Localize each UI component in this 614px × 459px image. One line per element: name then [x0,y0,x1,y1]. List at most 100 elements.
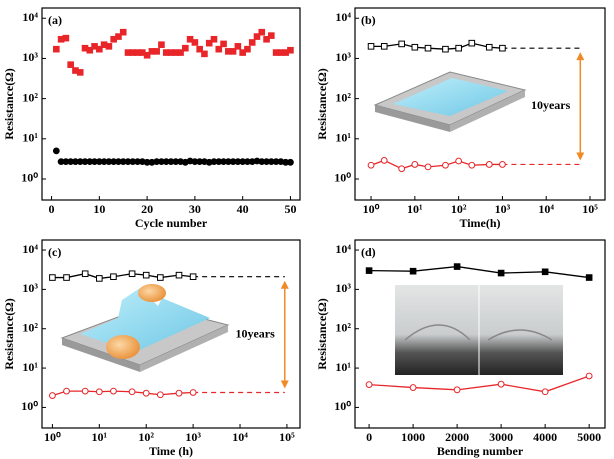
x-tick-label: 50 [284,202,296,216]
square-marker [497,269,505,277]
series-line [52,273,194,280]
circle-marker [411,161,419,168]
x-tick-label: 10¹ [407,202,423,216]
square-marker [485,43,493,51]
square-marker [585,274,593,281]
arrow-head [576,52,585,61]
square-marker [115,33,122,40]
circle-marker [95,388,103,396]
y-tick-label: 10¹ [22,360,38,374]
arrow-head [280,380,289,389]
circle-marker [128,388,136,396]
y-tick-label: 10⁴ [335,242,351,256]
circle-marker [497,380,505,388]
y-axis-title: Resistance(Ω) [315,68,329,140]
circle-marker [63,387,70,395]
circle-marker [585,372,593,380]
x-tick-label: 40 [237,202,249,216]
panel-label: (d) [361,245,376,259]
square-marker [76,69,84,76]
square-marker [96,275,103,282]
circle-marker [175,389,183,397]
circle-marker [52,147,60,155]
square-marker [81,270,89,278]
x-tick-label: 10 [93,202,105,216]
square-marker [189,273,197,281]
bending-photo [395,285,563,375]
x-tick-label: 10⁵ [582,202,598,216]
x-tick-label: 0 [366,430,372,444]
square-marker [424,44,432,52]
x-tick-label: 1000 [401,430,425,444]
square-marker [258,28,266,36]
square-marker [442,45,449,53]
arrow-head [280,280,289,289]
square-marker [253,33,261,40]
square-marker [380,43,388,50]
x-axis-title: Cycle number [135,216,208,230]
square-marker [177,49,184,56]
x-tick-label: 10⁰ [44,430,61,444]
y-tick-label: 10³ [22,281,38,295]
square-marker [468,39,476,47]
square-marker [128,270,136,278]
series-line [369,265,590,279]
square-marker [365,267,373,274]
x-axis-title: Time (h) [149,444,193,458]
circle-marker [156,391,164,399]
square-marker [411,43,419,51]
square-marker [175,271,183,279]
square-marker [158,41,165,48]
square-marker [220,40,227,48]
circle-marker [110,387,117,395]
square-marker [210,35,218,43]
y-tick-label: 10¹ [335,131,351,145]
square-marker [398,40,405,48]
y-tick-label: 10³ [335,281,351,295]
y-tick-label: 10³ [335,50,351,64]
y-tick-label: 10² [22,320,38,334]
square-marker [268,32,275,39]
y-tick-label: 10⁰ [334,399,351,413]
square-marker [182,44,189,52]
square-marker [287,46,294,54]
x-tick-label: 10⁴ [538,202,554,216]
x-axis-title: Bending number [437,444,524,458]
annotation: 10years [235,326,275,340]
x-tick-label: 5000 [577,430,601,444]
x-tick-label: 30 [189,202,201,216]
series-line [369,375,590,393]
y-tick-label: 10² [335,90,351,104]
square-marker [453,263,461,270]
circle-marker [287,158,294,166]
series-line [371,42,503,50]
bent-device-illustration [60,284,230,372]
y-tick-label: 10¹ [22,131,38,145]
panel-label: (a) [48,13,62,27]
square-marker [96,45,103,53]
square-marker [67,61,74,68]
circle-marker [485,161,493,168]
panel-label: (c) [48,245,61,259]
square-marker [49,274,56,281]
x-tick-label: 4000 [533,430,557,444]
circle-marker [453,386,461,394]
x-tick-label: 10² [138,430,154,444]
plot-frame [41,239,301,429]
square-marker [239,49,246,56]
circle-marker [49,392,56,399]
square-marker [63,274,70,281]
y-tick-label: 10⁰ [334,171,351,185]
x-tick-label: 2000 [445,430,469,444]
square-marker [153,48,160,55]
square-marker [62,34,70,42]
square-marker [244,45,251,53]
circle-marker [541,388,549,396]
circle-marker [142,389,150,397]
square-marker [541,268,549,276]
square-marker [455,44,462,52]
square-marker [263,35,270,43]
plot-frame [354,239,606,429]
circle-marker [499,161,506,168]
